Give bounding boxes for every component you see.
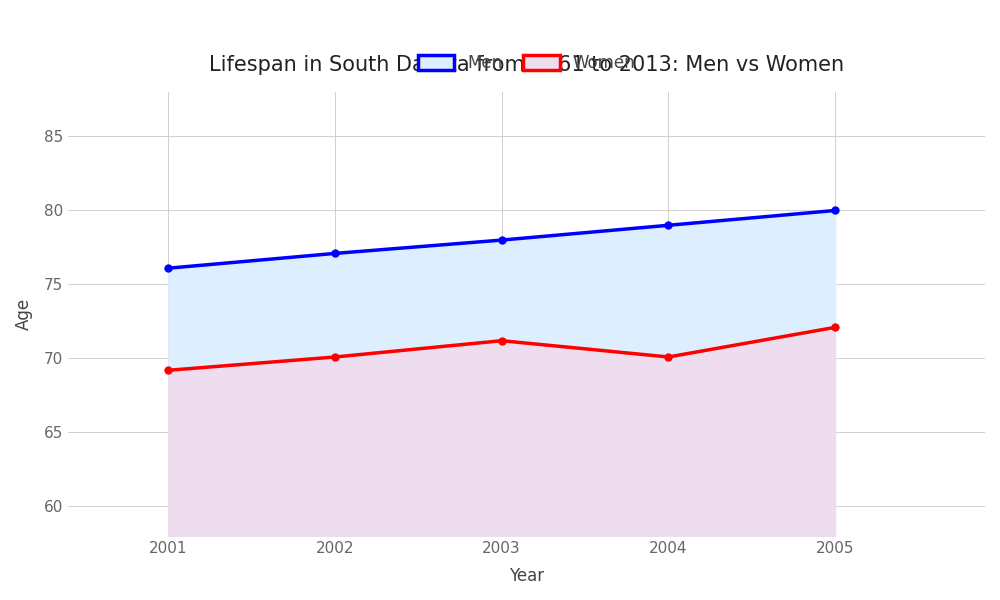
X-axis label: Year: Year: [509, 567, 544, 585]
Title: Lifespan in South Dakota from 1961 to 2013: Men vs Women: Lifespan in South Dakota from 1961 to 20…: [209, 55, 844, 75]
Y-axis label: Age: Age: [15, 298, 33, 330]
Legend: Men, Women: Men, Women: [411, 47, 642, 79]
